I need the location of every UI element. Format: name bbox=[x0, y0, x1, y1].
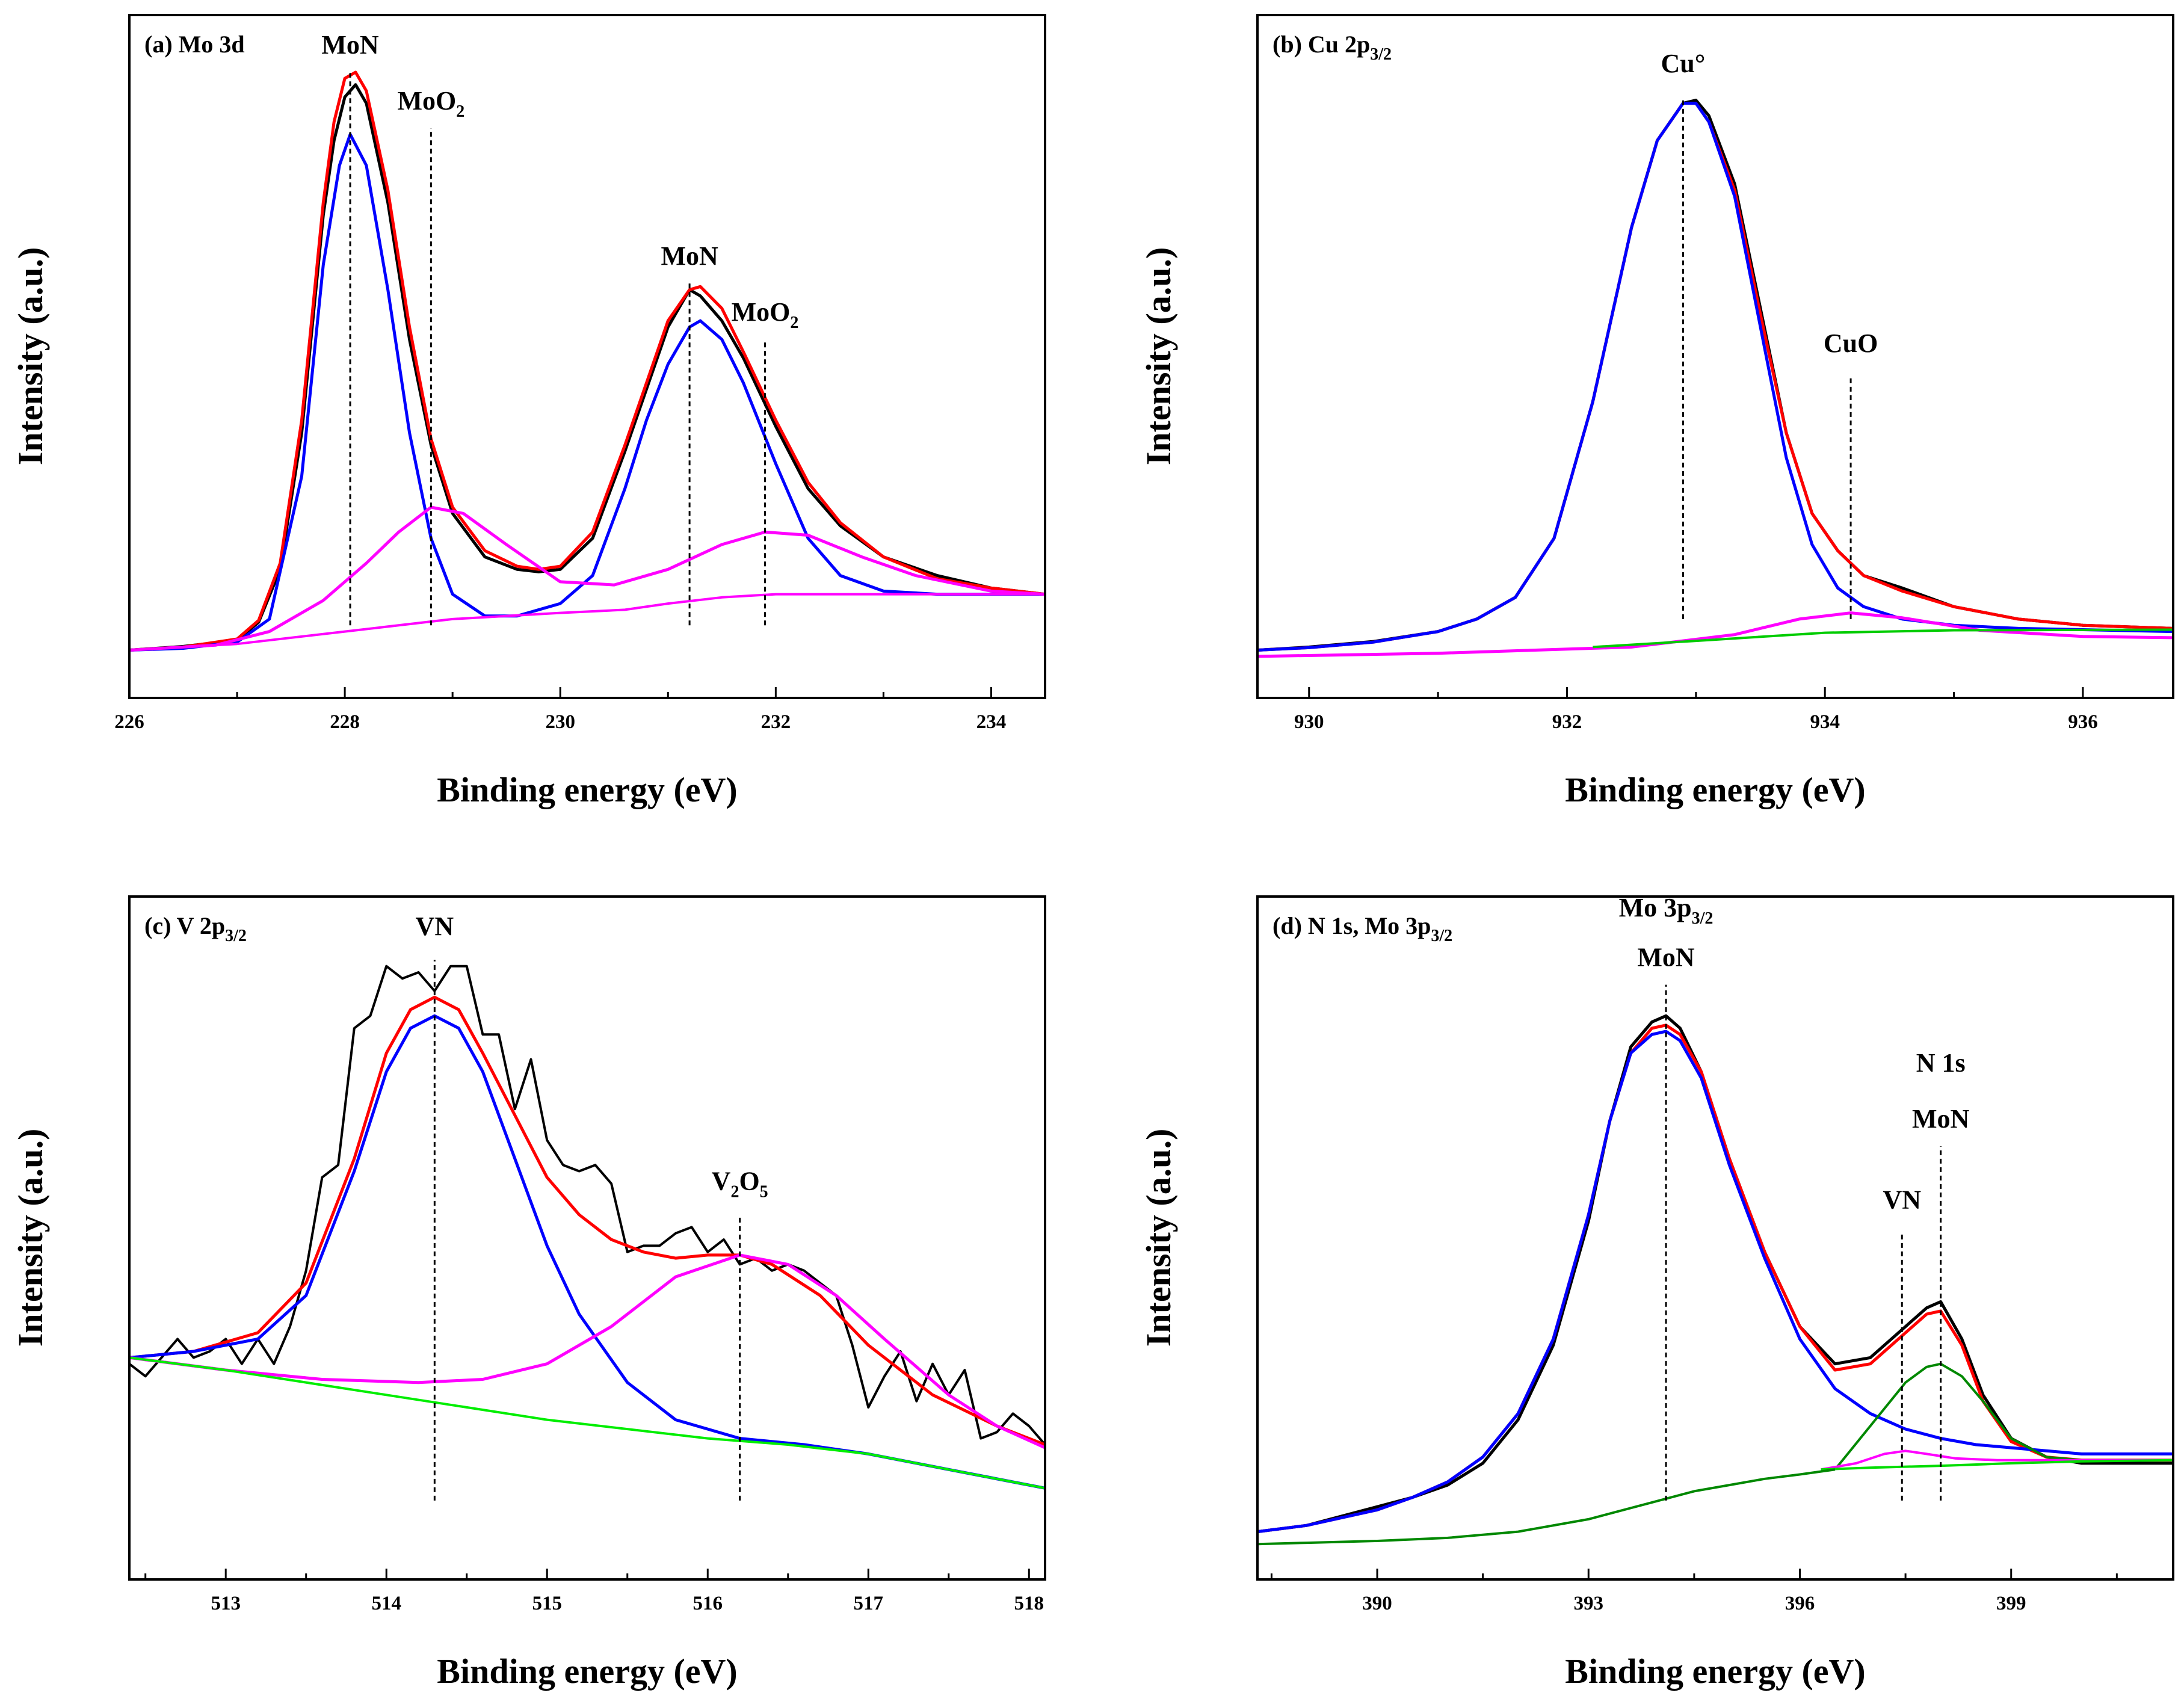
series-envelope bbox=[1257, 102, 2173, 652]
x-tick-label: 230 bbox=[545, 711, 575, 733]
peak-label: CuO bbox=[1824, 329, 1878, 358]
series-v2o5 bbox=[129, 1253, 1045, 1449]
peak-label: N 1s bbox=[1916, 1048, 1966, 1078]
series-baseline bbox=[1821, 1459, 2173, 1471]
peak-label: MoO2 bbox=[732, 297, 799, 332]
peak-label: MoN bbox=[1637, 943, 1695, 972]
panel-b: 930 932 934 936 Binding energy (eV) Intensity… bbox=[1139, 14, 2174, 809]
x-tick-label: 390 bbox=[1362, 1593, 1392, 1614]
series-envelope bbox=[1257, 1023, 2173, 1534]
panel-title: (d) N 1s, Mo 3p3/2 bbox=[1272, 912, 1452, 945]
series-raw bbox=[1257, 99, 2173, 652]
plot-frame bbox=[128, 895, 1046, 1581]
y-axis-title: Intensity (a.u.) bbox=[11, 247, 50, 466]
series-baseline bbox=[1593, 628, 2173, 649]
series-cu0 bbox=[1257, 102, 2173, 652]
plot-frame bbox=[1256, 14, 2174, 699]
plot-frame bbox=[1256, 895, 2174, 1581]
peak-label: MoN bbox=[321, 30, 379, 60]
panel-title: (a) Mo 3d bbox=[144, 31, 245, 58]
x-tick-label: 515 bbox=[532, 1593, 562, 1614]
x-tick-label: 514 bbox=[371, 1593, 401, 1614]
x-tick-label: 513 bbox=[211, 1593, 241, 1614]
peak-label: MoO2 bbox=[397, 86, 464, 121]
x-tick-label: 234 bbox=[976, 711, 1007, 733]
x-axis-title: Binding energy (eV) bbox=[437, 1652, 737, 1691]
y-axis-title: Intensity (a.u.) bbox=[1139, 247, 1178, 466]
x-tick-label: 517 bbox=[854, 1593, 884, 1614]
series-mon bbox=[129, 132, 1045, 652]
x-tick-label: 932 bbox=[1552, 711, 1582, 733]
x-axis-title: Binding energy (eV) bbox=[1565, 1652, 1865, 1691]
peak-label: V2O5 bbox=[712, 1166, 768, 1201]
series-envelope bbox=[129, 70, 1045, 652]
y-axis-title: Intensity (a.u.) bbox=[1139, 1129, 1178, 1347]
series-vn bbox=[129, 1014, 1045, 1490]
x-tick-label: 934 bbox=[1810, 711, 1840, 733]
x-tick-label: 399 bbox=[1996, 1593, 2026, 1614]
peak-label: Cu° bbox=[1661, 49, 1705, 78]
panel-a: 226 228 230 232 234 Binding energy (eV) Intens… bbox=[11, 14, 1046, 809]
plot-frame bbox=[128, 14, 1046, 699]
series-cuo bbox=[1257, 611, 2173, 658]
peak-label: VN bbox=[416, 912, 454, 941]
x-axis-title: Binding energy (eV) bbox=[437, 770, 737, 809]
panel-d: 390 393 396 399 Binding energy (eV) Intensity… bbox=[1139, 893, 2174, 1691]
series-raw bbox=[1257, 1014, 2173, 1534]
panel-title: (c) V 2p3/2 bbox=[144, 912, 247, 945]
x-tick-label: 518 bbox=[1014, 1593, 1044, 1614]
x-tick-label: 930 bbox=[1294, 711, 1324, 733]
series-baseline bbox=[129, 1356, 1045, 1490]
series-group bbox=[1257, 1014, 2173, 1546]
peak-label: MoN bbox=[661, 241, 718, 271]
x-tick-label: 228 bbox=[330, 711, 360, 733]
x-tick-label: 936 bbox=[2068, 711, 2098, 733]
series-envelope bbox=[129, 995, 1045, 1446]
series-group bbox=[1257, 99, 2173, 658]
series-background bbox=[1257, 1468, 1836, 1546]
panel-c: 513 514 515 516 517 518 Binding energy (eV) Int… bbox=[11, 895, 1046, 1691]
series-mo3p bbox=[1257, 1029, 2173, 1534]
x-tick-label: 396 bbox=[1785, 1593, 1815, 1614]
x-tick-label: 226 bbox=[114, 711, 144, 733]
peak-label: MoN bbox=[1912, 1104, 1970, 1134]
series-group bbox=[129, 965, 1045, 1490]
x-tick-label: 393 bbox=[1574, 1593, 1604, 1614]
series-baseline bbox=[129, 593, 1045, 652]
peak-label: Mo 3p3/2 bbox=[1619, 893, 1714, 928]
series-vn bbox=[1821, 1449, 2173, 1471]
x-tick-label: 232 bbox=[761, 711, 791, 733]
series-group bbox=[129, 70, 1045, 652]
panel-title: (b) Cu 2p3/2 bbox=[1272, 31, 1392, 64]
peak-label: VN bbox=[1883, 1185, 1921, 1214]
x-axis-title: Binding energy (eV) bbox=[1565, 770, 1865, 809]
x-tick-label: 516 bbox=[693, 1593, 723, 1614]
series-moo2 bbox=[129, 505, 1045, 652]
y-axis-title: Intensity (a.u.) bbox=[11, 1129, 50, 1347]
